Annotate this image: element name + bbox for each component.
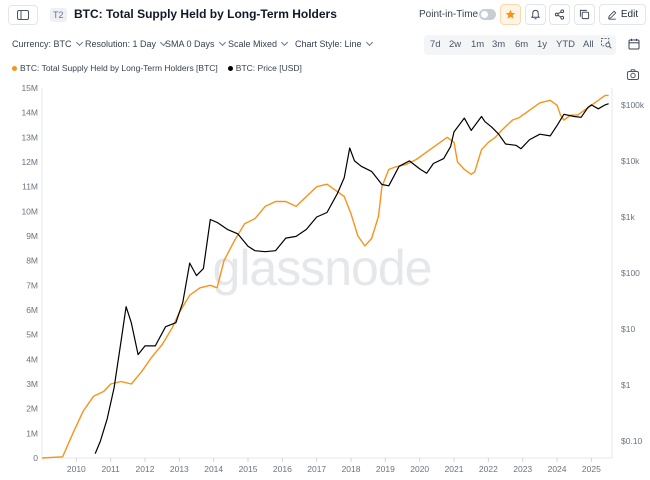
range-all[interactable]: All: [583, 39, 594, 50]
x-tick-label: 2021: [445, 464, 464, 474]
left-tick-label: 7M: [26, 280, 38, 290]
chevron-down-icon: [365, 38, 373, 47]
right-tick-label: $100: [621, 268, 640, 278]
point-in-time-toggle[interactable]: [479, 9, 496, 20]
currency-dropdown[interactable]: Currency: BTC: [12, 38, 83, 49]
chart-style-dropdown[interactable]: Chart Style: Line: [295, 38, 373, 49]
chart-toolbar: Currency: BTC Resolution: 1 Day SMA 0 Da…: [0, 31, 650, 59]
series-group: [41, 94, 609, 459]
bell-icon[interactable]: [525, 4, 546, 25]
range-selector: [424, 35, 616, 55]
legend-item-lth-supply[interactable]: BTC: Total Supply Held by Long-Term Hold…: [12, 63, 218, 73]
range-ytd[interactable]: YTD: [556, 39, 575, 50]
right-tick-label: $1k: [621, 212, 635, 222]
x-tick-label: 2012: [136, 464, 155, 474]
x-axis-ticks: 2010 2011 2012 2013 2014 2015 2016 2017 2018 2019…: [67, 458, 601, 474]
chart-legend: BTC: Total Supply Held by Long-Term Hold…: [12, 63, 302, 73]
left-tick-label: 5M: [26, 330, 38, 340]
x-tick-label: 2017: [307, 464, 326, 474]
legend-dot: [227, 65, 233, 71]
right-tick-label: $0.10: [621, 436, 643, 446]
lth-supply-series-line: [41, 94, 609, 459]
pencil-icon: [608, 10, 617, 20]
favorite-star-icon[interactable]: [500, 4, 521, 25]
chart-canvas[interactable]: glassnode 0 1M 2M 3M 4M 5M 6M 7M 8M 9M 10M 11M 12M 13…: [0, 80, 650, 480]
scale-dropdown[interactable]: Scale Mixed: [228, 38, 289, 49]
x-tick-label: 2014: [204, 464, 223, 474]
range-1y[interactable]: 1y: [537, 39, 548, 50]
chevron-down-icon: [75, 38, 83, 47]
chevron-down-icon: [218, 38, 226, 47]
copy-icon[interactable]: [574, 4, 595, 25]
left-tick-label: 15M: [21, 83, 38, 93]
x-tick-label: 2019: [376, 464, 395, 474]
x-tick-label: 2010: [67, 464, 86, 474]
sma-dropdown[interactable]: SMA 0 Days: [165, 38, 226, 49]
left-tick-label: 9M: [26, 231, 38, 241]
x-tick-label: 2025: [582, 464, 601, 474]
edit-label: Edit: [620, 9, 639, 20]
left-tick-label: 3M: [26, 379, 38, 389]
left-tick-label: 1M: [26, 428, 38, 438]
zoom-select-icon[interactable]: [601, 38, 612, 52]
right-axis-ticks: $0.10 $1 $10 $100 $1k $10k $100k: [621, 100, 645, 446]
btc-price-series-line: [94, 103, 609, 454]
right-tick-label: $100k: [621, 100, 645, 110]
left-tick-label: 0: [33, 453, 38, 463]
resolution-dropdown[interactable]: Resolution: 1 Day: [85, 38, 168, 49]
range-3m[interactable]: 3m: [492, 39, 506, 50]
left-tick-label: 10M: [21, 206, 38, 216]
top-bar: T2 BTC: Total Supply Held by Long-Term H…: [0, 0, 650, 31]
range-6m[interactable]: 6m: [515, 39, 529, 50]
camera-icon[interactable]: [627, 67, 641, 80]
chevron-down-icon: [280, 38, 289, 47]
right-tick-label: $10k: [621, 156, 640, 166]
x-tick-label: 2016: [273, 464, 292, 474]
left-tick-label: 13M: [21, 132, 38, 142]
x-tick-label: 2020: [410, 464, 429, 474]
edit-button[interactable]: Edit: [599, 4, 646, 25]
range-1m[interactable]: 1m: [471, 39, 485, 50]
left-tick-label: 14M: [21, 108, 38, 118]
range-7d[interactable]: 7d: [430, 39, 441, 50]
x-tick-label: 2011: [102, 464, 121, 474]
tier-badge: T2: [50, 8, 67, 22]
left-tick-label: 4M: [26, 354, 38, 364]
x-tick-label: 2023: [513, 464, 532, 474]
sidebar-panel-icon[interactable]: [8, 5, 38, 25]
point-in-time-label: Point-in-Time: [419, 9, 479, 20]
left-tick-label: 6M: [26, 305, 38, 315]
left-tick-label: 2M: [26, 404, 38, 414]
range-2w[interactable]: 2w: [449, 39, 462, 50]
left-tick-label: 12M: [21, 157, 38, 167]
left-axis-ticks: 0 1M 2M 3M 4M 5M 6M 7M 8M 9M 10M 11M 12M 13M 14M 15M: [21, 83, 38, 463]
share-icon[interactable]: [549, 4, 570, 25]
left-tick-label: 8M: [26, 256, 38, 266]
page-title: BTC: Total Supply Held by Long-Term Hold…: [74, 7, 337, 21]
x-tick-label: 2018: [342, 464, 361, 474]
right-tick-label: $1: [621, 380, 631, 390]
legend-dot: [12, 65, 17, 71]
right-tick-label: $10: [621, 324, 635, 334]
x-tick-label: 2013: [170, 464, 189, 474]
x-tick-label: 2024: [548, 464, 567, 474]
watermark: glassnode: [213, 240, 432, 296]
left-tick-label: 11M: [22, 182, 38, 192]
calendar-icon[interactable]: [624, 34, 644, 54]
x-tick-label: 2015: [239, 464, 258, 474]
legend-item-price[interactable]: BTC: Price [USD]: [227, 63, 302, 73]
x-tick-label: 2022: [479, 464, 498, 474]
